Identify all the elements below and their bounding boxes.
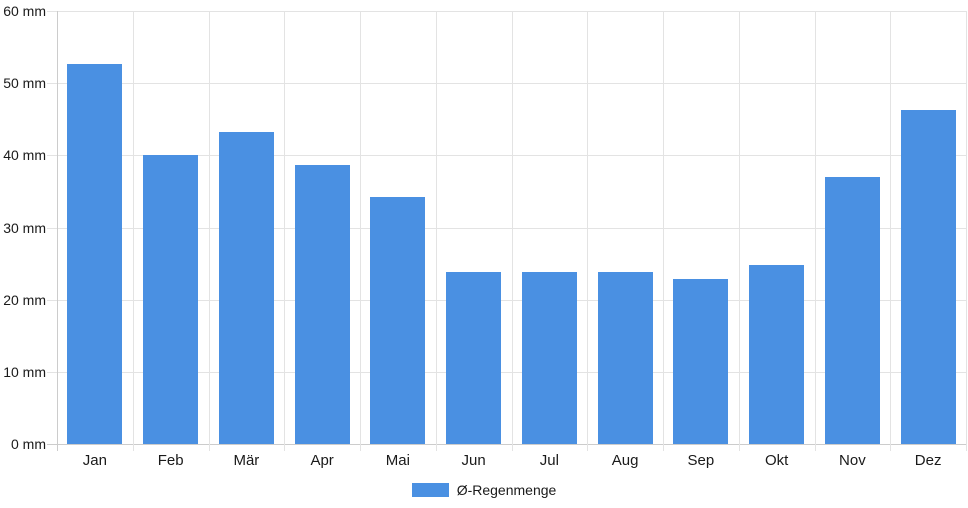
x-tick-label-jan: Jan	[82, 452, 107, 469]
x-tick-label-okt: Okt	[764, 452, 789, 469]
column-gridline	[890, 11, 891, 451]
column-gridline	[966, 11, 967, 451]
column-gridline	[587, 11, 588, 451]
x-tick-label-apr: Apr	[310, 452, 334, 469]
bar-jan[interactable]	[67, 63, 123, 444]
y-gridline	[47, 11, 966, 12]
column-gridline	[815, 11, 816, 451]
legend-label: Ø-Regenmenge	[456, 482, 557, 498]
bar-apr[interactable]	[294, 164, 350, 444]
x-tick-label-aug: Aug	[611, 452, 639, 469]
y-tick-label: 40 mm	[3, 147, 46, 164]
y-gridline	[47, 83, 966, 85]
x-tick-label-mai: Mai	[385, 452, 410, 469]
y-tick-label: 60 mm	[3, 3, 46, 19]
y-tick-label: 20 mm	[3, 291, 46, 308]
y-gridline	[47, 299, 966, 301]
column-gridline	[209, 11, 210, 451]
column-gridline	[133, 11, 134, 451]
legend[interactable]: Ø-Regenmenge	[0, 482, 968, 498]
x-tick-label-feb: Feb	[157, 452, 184, 469]
y-gridline	[47, 371, 966, 373]
column-gridline	[436, 11, 437, 451]
x-tick-label-sep: Sep	[687, 452, 715, 469]
bar-okt[interactable]	[749, 265, 805, 444]
y-tick-label: 10 mm	[3, 363, 46, 380]
bar-dez[interactable]	[900, 109, 956, 444]
bar-jul[interactable]	[521, 272, 577, 444]
plot-area	[47, 11, 967, 451]
bar-mai[interactable]	[370, 197, 426, 444]
bar-feb[interactable]	[143, 155, 199, 444]
column-gridline	[360, 11, 361, 451]
column-gridline	[663, 11, 664, 451]
legend-swatch	[411, 483, 449, 497]
bar-nov[interactable]	[824, 176, 880, 444]
x-axis-line	[47, 444, 966, 445]
bar-mär[interactable]	[218, 132, 274, 444]
y-tick-label: 0 mm	[11, 436, 46, 452]
y-axis-line	[57, 11, 58, 451]
bar-aug[interactable]	[597, 272, 653, 444]
x-tick-label-mär: Mär	[233, 452, 260, 469]
bar-sep[interactable]	[673, 279, 729, 444]
x-tick-label-nov: Nov	[839, 452, 866, 469]
y-tick-label: 50 mm	[3, 75, 46, 92]
x-tick-label-jul: Jul	[539, 452, 559, 469]
y-tick-label: 30 mm	[3, 219, 46, 236]
column-gridline	[512, 11, 513, 451]
y-gridline	[47, 227, 966, 229]
x-tick-label-jun: Jun	[461, 452, 486, 469]
column-gridline	[284, 11, 285, 451]
bar-jun[interactable]	[446, 271, 502, 444]
x-tick-label-dez: Dez	[914, 452, 942, 469]
column-gridline	[739, 11, 740, 451]
y-gridline	[47, 155, 966, 157]
